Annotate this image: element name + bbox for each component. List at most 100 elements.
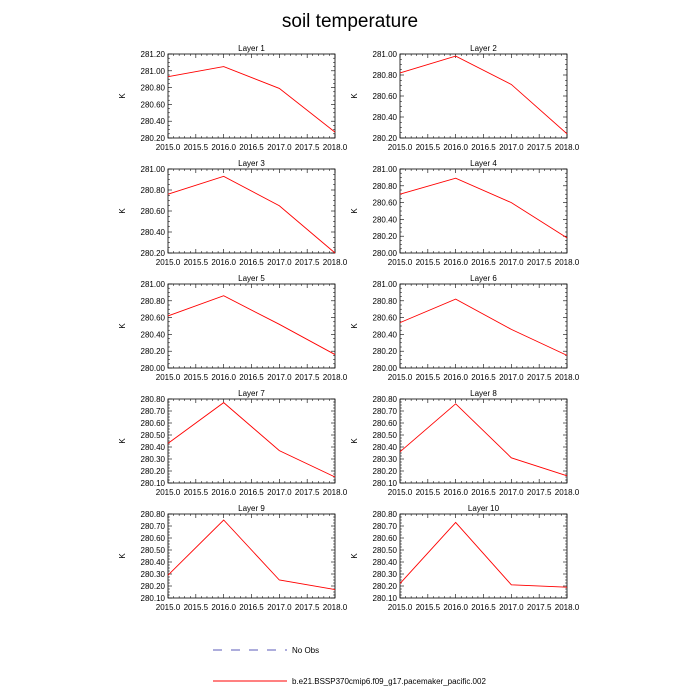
y-tick-label: 280.60 <box>141 419 166 428</box>
y-tick-label: 280.40 <box>141 558 166 567</box>
plot-frame <box>167 168 336 254</box>
y-tick-label: 280.30 <box>373 455 398 464</box>
y-tick-label: 280.40 <box>373 215 398 224</box>
y-tick-label: 280.00 <box>373 364 398 373</box>
y-tick-label: 280.50 <box>373 431 398 440</box>
y-tick-label: 280.40 <box>373 113 398 122</box>
y-axis-label: K <box>118 93 127 99</box>
x-tick-label: 2016.5 <box>239 143 264 152</box>
x-tick-label: 2015.0 <box>156 488 181 497</box>
x-tick-label: 2016.0 <box>211 373 236 382</box>
y-tick-label: 280.20 <box>373 582 398 591</box>
x-tick-label: 2018.0 <box>555 143 580 152</box>
x-tick-label: 2016.0 <box>443 143 468 152</box>
x-tick-label: 2017.0 <box>499 143 524 152</box>
x-tick-label: 2015.5 <box>416 603 441 612</box>
x-tick-label: 2017.0 <box>267 258 292 267</box>
panel-title: Layer 9 <box>238 504 265 513</box>
y-tick-label: 280.00 <box>141 364 166 373</box>
series-line <box>167 295 336 355</box>
y-tick-label: 280.20 <box>141 134 166 143</box>
x-tick-label: 2015.5 <box>184 373 209 382</box>
y-tick-label: 280.80 <box>141 84 166 93</box>
y-tick-label: 281.00 <box>373 280 398 289</box>
y-tick-label: 280.80 <box>373 297 398 306</box>
panel-title: Layer 6 <box>470 274 497 283</box>
figure-title: soil temperature <box>282 11 418 32</box>
panel-title: Layer 1 <box>238 44 265 53</box>
y-tick-label: 280.60 <box>141 100 166 109</box>
x-tick-label: 2017.5 <box>295 488 320 497</box>
y-tick-label: 280.10 <box>373 479 398 488</box>
x-tick-label: 2016.0 <box>443 373 468 382</box>
x-tick-label: 2015.5 <box>416 373 441 382</box>
x-tick-label: 2015.0 <box>156 258 181 267</box>
x-tick-label: 2017.0 <box>499 488 524 497</box>
x-tick-label: 2018.0 <box>323 603 348 612</box>
x-tick-label: 2017.0 <box>499 258 524 267</box>
series-line <box>167 66 336 133</box>
x-tick-label: 2018.0 <box>555 488 580 497</box>
x-tick-label: 2017.5 <box>295 258 320 267</box>
y-tick-label: 280.50 <box>141 431 166 440</box>
x-tick-label: 2018.0 <box>323 488 348 497</box>
x-tick-label: 2016.0 <box>211 143 236 152</box>
y-tick-label: 280.70 <box>141 407 166 416</box>
y-tick-label: 280.20 <box>373 232 398 241</box>
x-tick-label: 2017.0 <box>267 373 292 382</box>
x-tick-label: 2018.0 <box>555 373 580 382</box>
x-tick-label: 2017.5 <box>527 373 552 382</box>
panel-title: Layer 2 <box>470 44 497 53</box>
y-axis-label: K <box>350 438 359 444</box>
y-tick-label: 280.80 <box>373 395 398 404</box>
y-tick-label: 280.80 <box>141 395 166 404</box>
y-axis-label: K <box>350 208 359 214</box>
plot-frame <box>167 283 336 369</box>
y-axis-label: K <box>118 208 127 214</box>
y-tick-label: 280.80 <box>373 182 398 191</box>
x-tick-label: 2017.0 <box>267 488 292 497</box>
y-tick-label: 280.20 <box>141 582 166 591</box>
x-tick-label: 2018.0 <box>555 603 580 612</box>
plot-frame <box>399 398 568 484</box>
legend-model-label: b.e21.BSSP370cmip6.f09_g17.pacemaker_pac… <box>292 677 486 686</box>
y-axis-label: K <box>118 323 127 329</box>
x-tick-label: 2015.0 <box>156 603 181 612</box>
x-tick-label: 2015.5 <box>416 258 441 267</box>
y-tick-label: 280.50 <box>141 546 166 555</box>
x-tick-label: 2016.0 <box>443 488 468 497</box>
x-tick-label: 2018.0 <box>555 258 580 267</box>
y-tick-label: 280.50 <box>373 546 398 555</box>
x-tick-label: 2017.0 <box>267 143 292 152</box>
x-tick-label: 2017.5 <box>295 373 320 382</box>
x-tick-label: 2015.0 <box>388 373 413 382</box>
y-tick-label: 280.40 <box>373 443 398 452</box>
series-line <box>399 177 568 239</box>
x-tick-label: 2017.5 <box>527 603 552 612</box>
x-tick-label: 2016.0 <box>211 603 236 612</box>
x-tick-label: 2018.0 <box>323 258 348 267</box>
x-tick-label: 2016.5 <box>471 373 496 382</box>
x-tick-label: 2016.0 <box>211 258 236 267</box>
x-tick-label: 2018.0 <box>323 143 348 152</box>
panel-title: Layer 5 <box>238 274 265 283</box>
x-tick-label: 2015.5 <box>416 488 441 497</box>
y-axis-label: K <box>118 553 127 559</box>
y-tick-label: 280.20 <box>373 347 398 356</box>
y-tick-label: 280.60 <box>373 199 398 208</box>
plot-frame <box>167 53 336 139</box>
x-tick-label: 2016.5 <box>471 143 496 152</box>
y-tick-label: 281.00 <box>141 165 166 174</box>
y-axis-label: K <box>350 553 359 559</box>
y-tick-label: 280.40 <box>141 330 166 339</box>
x-tick-label: 2016.0 <box>443 603 468 612</box>
plot-frame <box>399 53 568 139</box>
x-tick-label: 2016.5 <box>471 603 496 612</box>
x-tick-label: 2017.5 <box>527 258 552 267</box>
series-line <box>167 402 336 478</box>
plot-frame <box>399 168 568 254</box>
y-tick-label: 280.00 <box>373 249 398 258</box>
x-tick-label: 2018.0 <box>323 373 348 382</box>
